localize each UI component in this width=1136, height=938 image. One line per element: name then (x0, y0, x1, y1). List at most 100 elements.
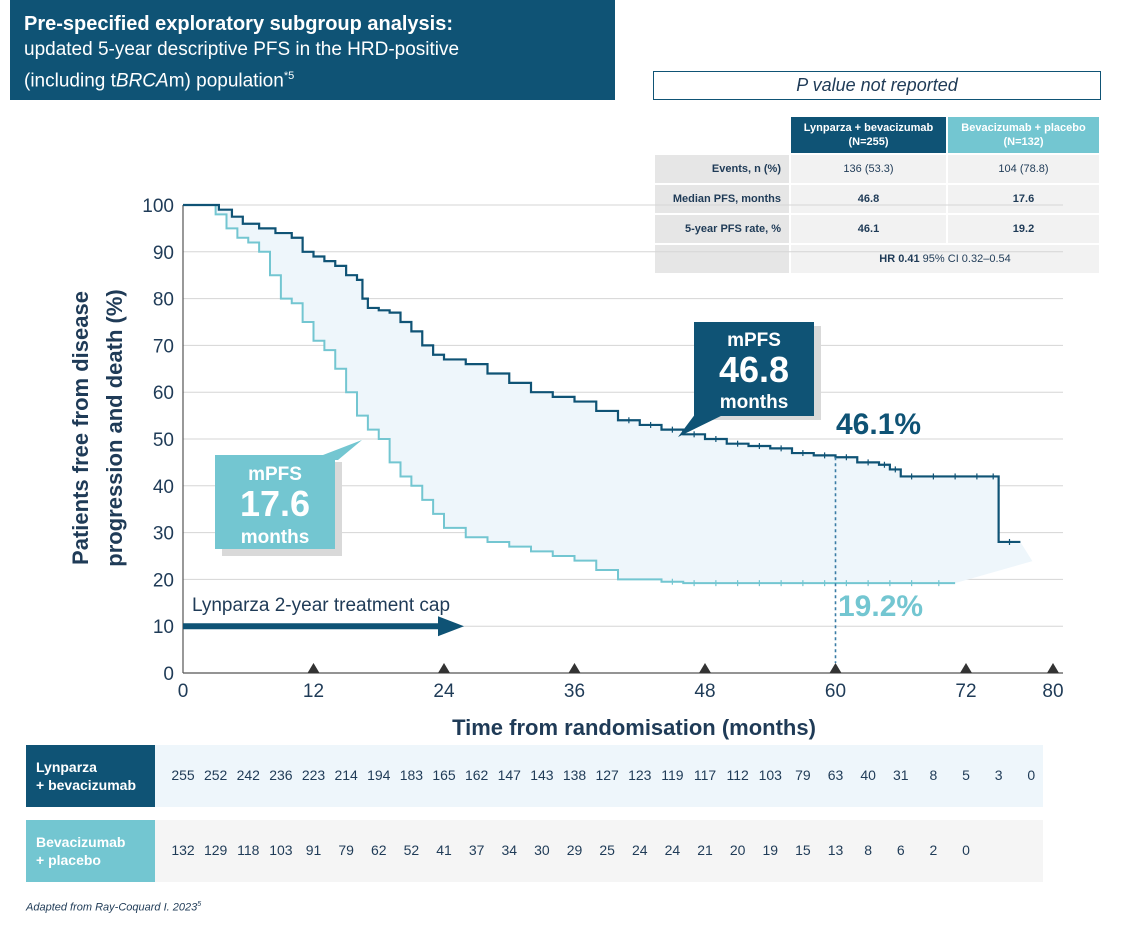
risk-count: 183 (399, 767, 424, 783)
risk-count: 103 (758, 767, 782, 783)
risk-count: 25 (599, 842, 615, 858)
risk-row-placebo: 132 129 118 103 91 79 62 52 41 37 34 30 29 25 24 24 21 20… (155, 820, 1043, 882)
risk-count: 0 (1027, 767, 1036, 783)
x-tick-marker (960, 663, 972, 673)
x-tick-marker (1047, 663, 1059, 673)
risk-count: 37 (468, 842, 485, 858)
risk-count: 8 (929, 767, 938, 783)
y-axis-title-line1: Patients free from disease (68, 291, 93, 565)
risk-count: 5 (962, 767, 970, 783)
header-subtitle-line2: (including tBRCAm) population*5 (24, 70, 295, 92)
risk-label-placebo: Bevacizumab + placebo (26, 820, 155, 882)
header-subtitle-line1: updated 5-year descriptive PFS in the HR… (24, 39, 460, 60)
callout-lyn-unit: months (720, 392, 789, 413)
y-tick-label: 50 (153, 430, 174, 451)
x-tick-marker (699, 663, 711, 673)
y-tick-label: 0 (163, 664, 174, 685)
x-tick-label: 12 (303, 681, 324, 702)
risk-count: 132 (171, 842, 195, 858)
series-line-lynparza (183, 203, 1021, 544)
col-header-placebo: Bevacizumab + placebo (N=132) (948, 117, 1099, 153)
cell-events-lyn: 136 (53.3) (791, 155, 946, 183)
y-tick-label: 100 (142, 196, 174, 217)
risk-count: 20 (729, 842, 746, 858)
cell-median-bev: 17.6 (948, 185, 1099, 213)
y-tick-label: 80 (153, 290, 174, 311)
y-tick-label: 70 (153, 336, 174, 357)
risk-count: 63 (827, 767, 844, 783)
risk-label-lynparza: Lynparza + bevacizumab (26, 745, 155, 807)
risk-count: 40 (860, 767, 876, 783)
risk-count: 19 (762, 842, 779, 858)
p-value-note: P value not reported (653, 71, 1101, 100)
risk-count: 165 (432, 767, 456, 783)
risk-count: 79 (338, 842, 354, 858)
risk-count: 147 (497, 767, 521, 783)
col-header-lynparza: Lynparza + bevacizumab (N=255) (791, 117, 946, 153)
callout-bev-label: mPFS (248, 464, 302, 485)
risk-count: 0 (962, 842, 970, 858)
risk-count: 52 (403, 842, 420, 858)
risk-count: 138 (562, 767, 587, 783)
x-tick-group: 0 12 24 36 48 60 72 80 (178, 663, 1064, 702)
x-tick-marker (568, 663, 581, 673)
x-tick-label: 48 (694, 681, 715, 702)
x-tick-label: 0 (178, 681, 189, 702)
cell-rate-lyn: 46.1 (791, 215, 946, 243)
y-axis-title-line2: progression and death (%) (102, 289, 127, 566)
x-axis-title: Time from randomisation (months) (452, 715, 816, 740)
risk-count: 236 (269, 767, 293, 783)
risk-count: 21 (697, 842, 713, 858)
y-tick-label: 20 (153, 570, 174, 591)
y-tick-label: 40 (153, 477, 174, 498)
risk-count: 29 (566, 842, 583, 858)
risk-count: 103 (269, 842, 293, 858)
cell-rate-bev: 19.2 (948, 215, 1099, 243)
risk-count: 8 (864, 842, 873, 858)
risk-count: 2 (929, 842, 938, 858)
km-chart: 0 10 20 30 40 50 60 70 80 90 100 0 12 24 36 48 60 72 80 L… (68, 196, 1064, 740)
x-tick-label: 24 (433, 681, 455, 702)
table-row: Median PFS, months 46.8 17.6 (655, 185, 1099, 213)
risk-count: 13 (827, 842, 844, 858)
risk-count: 255 (171, 767, 195, 783)
x-tick-marker (307, 663, 320, 673)
risk-count: 6 (896, 842, 905, 858)
risk-count: 194 (367, 767, 391, 783)
callout-pointer-lyn (678, 413, 727, 437)
risk-count: 143 (530, 767, 554, 783)
callout-lyn (694, 322, 814, 416)
series-line-placebo (183, 204, 956, 585)
lyn-rate-label: 46.1% (836, 408, 921, 441)
risk-row-lynparza: 255 252 242 236 223 214 194 183 165 162 147 143 138 1… (155, 745, 1043, 807)
between-curves-fill (183, 205, 1033, 584)
risk-count: 34 (501, 842, 518, 858)
callout-bev (215, 455, 335, 549)
row-label-events: Events, n (%) (655, 155, 789, 183)
chart-axes: 0 10 20 30 40 50 60 70 80 90 100 (142, 196, 1063, 685)
cell-median-lyn: 46.8 (791, 185, 946, 213)
bev-rate-label: 19.2% (838, 590, 923, 623)
risk-count: 223 (301, 767, 326, 783)
callout-bev-unit: months (241, 527, 310, 548)
y-tick-label: 90 (153, 243, 174, 264)
risk-count: 242 (236, 767, 260, 783)
row-label-rate: 5-year PFS rate, % (655, 215, 789, 243)
x-tick-marker (438, 663, 450, 673)
row-label-median: Median PFS, months (655, 185, 789, 213)
callout-lyn-label: mPFS (727, 330, 781, 351)
risk-count: 24 (664, 842, 681, 858)
row-label-hr (655, 245, 789, 273)
x-tick-label: 72 (955, 681, 976, 702)
header-banner: Pre-specified exploratory subgroup analy… (10, 0, 615, 100)
treatment-cap-label: Lynparza 2-year treatment cap (192, 595, 450, 616)
x-tick-label: 36 (564, 681, 585, 702)
source-footnote: Adapted from Ray-Coquard I. 20235 (26, 901, 202, 914)
y-tick-label: 30 (153, 524, 174, 545)
risk-count: 214 (334, 767, 358, 783)
treatment-cap-arrow-head (438, 616, 464, 637)
cell-events-bev: 104 (78.8) (948, 155, 1099, 183)
risk-count: 129 (203, 842, 228, 858)
risk-count: 91 (305, 842, 322, 858)
risk-count: 31 (892, 767, 909, 783)
